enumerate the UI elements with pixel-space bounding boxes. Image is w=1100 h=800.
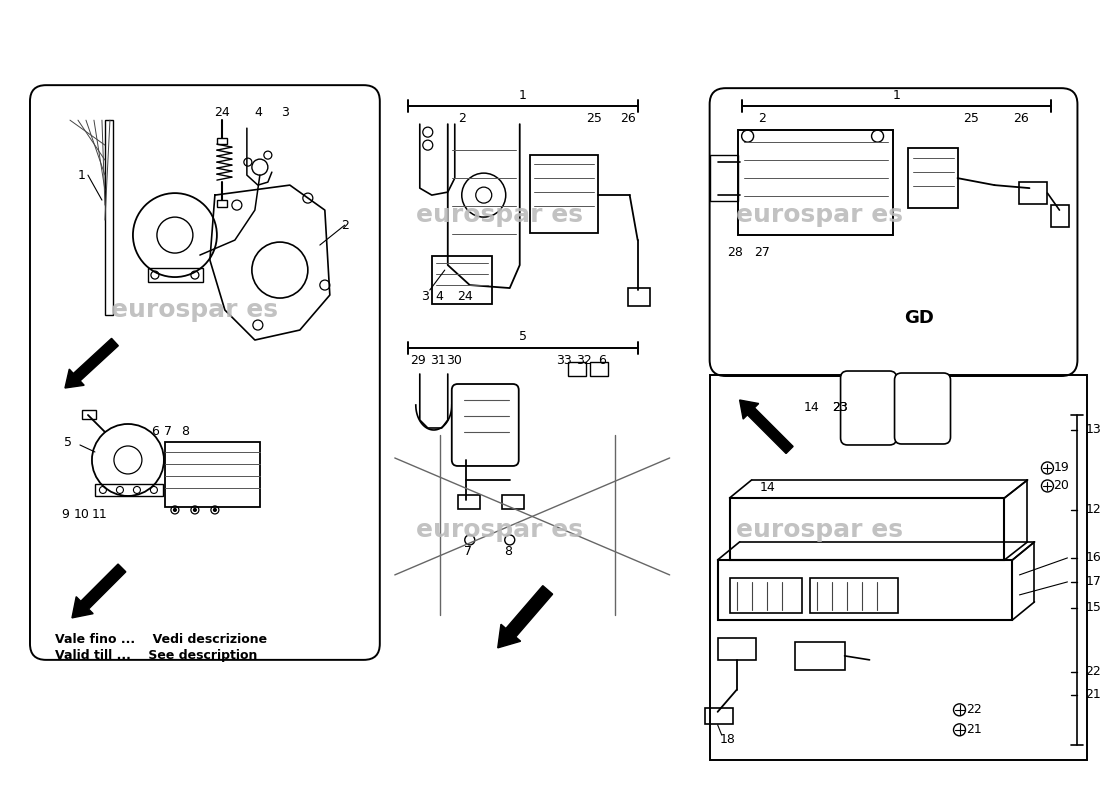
Text: 21: 21: [1086, 688, 1100, 702]
Text: 2: 2: [458, 112, 465, 125]
Text: 7: 7: [464, 546, 472, 558]
Text: 5: 5: [64, 437, 72, 450]
Text: 14: 14: [760, 482, 775, 494]
Text: 24: 24: [456, 290, 473, 302]
Text: 33: 33: [556, 354, 572, 366]
Bar: [147, 268, 202, 282]
Text: 3: 3: [280, 106, 289, 118]
Bar: [717, 638, 756, 660]
Text: Vale fino ...    Vedi descrizione: Vale fino ... Vedi descrizione: [55, 634, 267, 646]
Bar: [710, 155, 738, 201]
Text: 24: 24: [214, 106, 230, 118]
Text: 30: 30: [446, 354, 462, 366]
Text: 18: 18: [719, 734, 736, 746]
Bar: [1020, 182, 1047, 204]
Text: 31: 31: [430, 354, 446, 366]
Text: 16: 16: [1086, 551, 1100, 565]
Text: 21: 21: [967, 723, 982, 736]
Bar: [705, 708, 733, 724]
Text: 15: 15: [1086, 602, 1100, 614]
Text: 20: 20: [1054, 479, 1069, 493]
Text: 26: 26: [619, 112, 636, 125]
Text: 32: 32: [575, 354, 592, 366]
Text: eurospar es: eurospar es: [416, 203, 583, 227]
Text: 2: 2: [758, 112, 766, 125]
Bar: [432, 256, 492, 304]
Bar: [729, 578, 802, 613]
Bar: [217, 138, 227, 144]
Circle shape: [174, 509, 176, 511]
Text: Valid till ...    See description: Valid till ... See description: [55, 650, 257, 662]
FancyArrow shape: [497, 586, 552, 648]
Bar: [104, 120, 113, 315]
Bar: [908, 148, 957, 208]
Text: 4: 4: [436, 290, 443, 302]
Text: 23: 23: [832, 402, 847, 414]
FancyArrow shape: [65, 338, 119, 388]
Text: 12: 12: [1086, 503, 1100, 517]
Text: GD: GD: [904, 309, 935, 327]
Bar: [165, 442, 260, 507]
Bar: [1052, 205, 1069, 227]
Text: 25: 25: [586, 112, 602, 125]
Text: eurospar es: eurospar es: [736, 518, 903, 542]
Bar: [858, 406, 880, 430]
Bar: [530, 155, 597, 233]
FancyBboxPatch shape: [710, 88, 1077, 376]
Bar: [794, 642, 845, 670]
Text: 19: 19: [1054, 462, 1069, 474]
Text: eurospar es: eurospar es: [111, 298, 278, 322]
FancyBboxPatch shape: [30, 85, 379, 660]
FancyArrow shape: [72, 564, 125, 618]
Bar: [95, 484, 163, 496]
Text: 6: 6: [151, 426, 158, 438]
Text: 1: 1: [78, 169, 86, 182]
Text: 2: 2: [341, 218, 349, 231]
Text: eurospar es: eurospar es: [416, 518, 583, 542]
Text: 6: 6: [597, 354, 606, 366]
Text: 22: 22: [1086, 666, 1100, 678]
Bar: [590, 362, 607, 376]
FancyBboxPatch shape: [452, 384, 519, 466]
Bar: [717, 560, 1012, 620]
Text: 27: 27: [754, 246, 770, 258]
Text: 5: 5: [519, 330, 527, 342]
Text: 14: 14: [804, 402, 820, 414]
Text: 10: 10: [74, 509, 90, 522]
Bar: [738, 130, 892, 235]
Text: 9: 9: [60, 509, 69, 522]
Text: 13: 13: [1086, 423, 1100, 437]
Bar: [729, 498, 1004, 560]
Text: eurospar es: eurospar es: [736, 203, 903, 227]
Text: 8: 8: [504, 546, 512, 558]
Text: 23: 23: [832, 402, 847, 414]
Bar: [628, 288, 650, 306]
Text: 25: 25: [964, 112, 979, 125]
FancyArrow shape: [739, 400, 793, 454]
FancyBboxPatch shape: [840, 371, 896, 445]
Bar: [810, 578, 898, 613]
Text: 1: 1: [519, 89, 527, 102]
Text: 7: 7: [164, 426, 172, 438]
Circle shape: [194, 509, 197, 511]
Text: 26: 26: [1013, 112, 1030, 125]
Bar: [458, 495, 480, 509]
Text: 4: 4: [254, 106, 262, 118]
Bar: [217, 200, 227, 207]
Text: 17: 17: [1086, 575, 1100, 589]
Text: 3: 3: [421, 290, 429, 302]
Text: 1: 1: [892, 89, 901, 102]
Text: 8: 8: [180, 426, 189, 438]
Circle shape: [213, 509, 217, 511]
Bar: [82, 410, 96, 419]
Text: 29: 29: [410, 354, 426, 366]
Bar: [568, 362, 585, 376]
Text: 22: 22: [967, 703, 982, 716]
Bar: [710, 375, 1088, 760]
Text: 11: 11: [92, 509, 108, 522]
FancyBboxPatch shape: [894, 373, 950, 444]
Text: 28: 28: [727, 246, 742, 258]
Bar: [502, 495, 524, 509]
